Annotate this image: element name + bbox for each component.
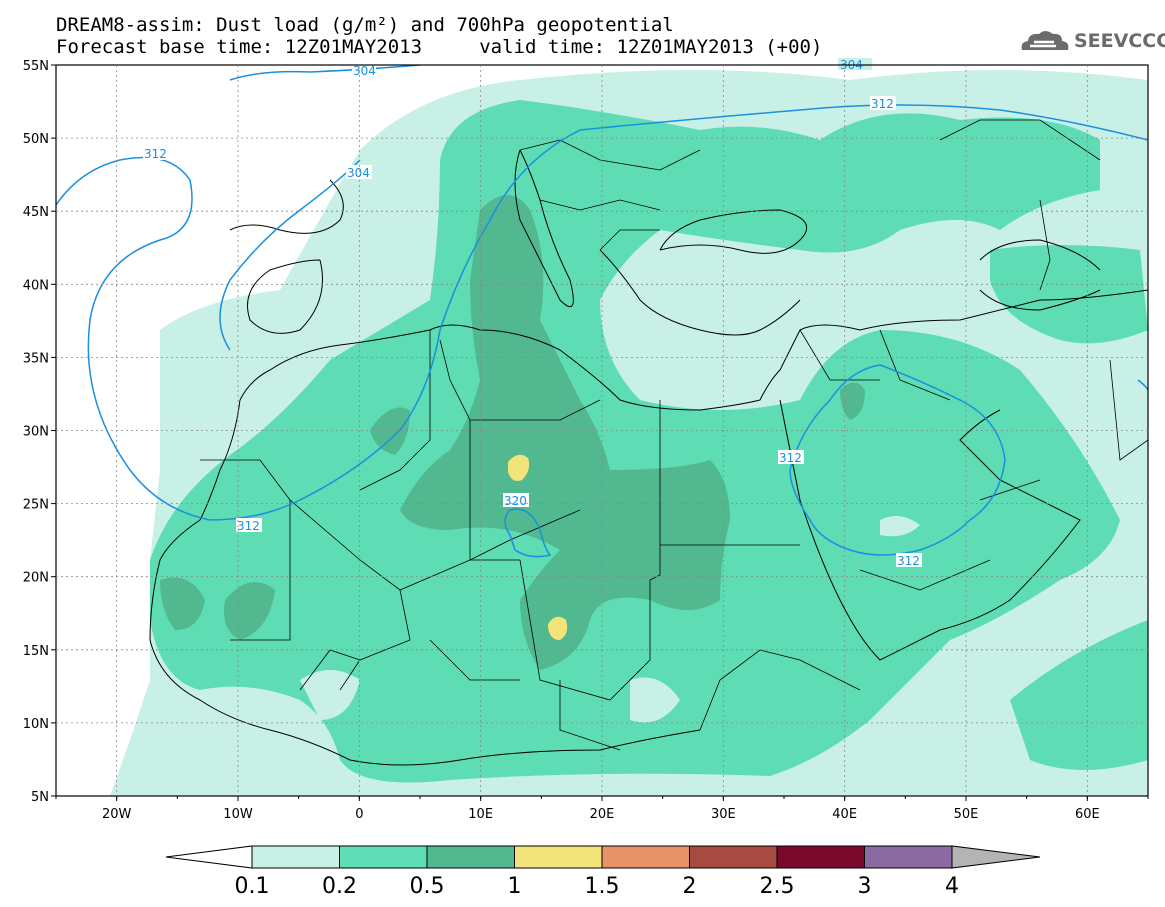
contour-label: 312 bbox=[237, 519, 260, 533]
colorbar-segment bbox=[601, 845, 690, 869]
contour-label: 304 bbox=[347, 166, 370, 180]
colorbar-segment bbox=[864, 845, 953, 869]
longitude-label: 40E bbox=[832, 807, 857, 822]
longitude-labels: 20W 10W 0 10E 20E 30E 40E 50E 60E bbox=[102, 807, 1100, 822]
map-title: DREAM8-assim: Dust load (g/m²) and 700hP… bbox=[56, 14, 674, 36]
colorbar-segment bbox=[339, 845, 428, 869]
longitude-label: 50E bbox=[954, 807, 979, 822]
forecast-time: Forecast base time: 12Z01MAY2013 valid t… bbox=[56, 36, 823, 58]
colorbar-segment bbox=[426, 845, 515, 869]
longitude-label: 10W bbox=[223, 807, 253, 822]
colorbar-tick-label: 3 bbox=[858, 874, 872, 899]
latitude-labels: 55N 50N 45N 40N 35N 30N 25N 20N 15N 10N 5N bbox=[23, 59, 49, 805]
dust-medium-area bbox=[150, 100, 1148, 783]
axis-ticks bbox=[51, 64, 1149, 801]
latitude-label: 25N bbox=[23, 498, 49, 513]
contour-label: 312 bbox=[871, 97, 894, 111]
latitude-label: 55N bbox=[23, 59, 49, 74]
longitude-label: 10E bbox=[468, 807, 493, 822]
contour-label: 312 bbox=[779, 451, 802, 465]
country-borders bbox=[200, 119, 1148, 751]
longitude-label: 20E bbox=[590, 807, 615, 822]
colorbar-tick-label: 1 bbox=[508, 874, 522, 899]
contour-label: 320 bbox=[504, 494, 527, 508]
latitude-label: 10N bbox=[23, 717, 49, 732]
logo-text: SEEVCCC bbox=[1074, 30, 1165, 52]
coastlines bbox=[149, 149, 1148, 766]
colorbar-segment bbox=[689, 845, 778, 869]
colorbar-tick-label: 2 bbox=[683, 874, 697, 899]
geopotential-contours bbox=[56, 65, 1148, 558]
latitude-label: 50N bbox=[23, 132, 49, 147]
latitude-label: 5N bbox=[31, 790, 49, 805]
colorbar-segment bbox=[514, 845, 603, 869]
colorbar-tick-label: 0.1 bbox=[235, 874, 270, 899]
graticule bbox=[56, 65, 1148, 796]
cloud-icon bbox=[1021, 31, 1069, 50]
longitude-label: 0 bbox=[355, 807, 363, 822]
colorbar-tick-label: 2.5 bbox=[760, 874, 795, 899]
longitude-label: 20W bbox=[102, 807, 132, 822]
colorbar-arrow-right bbox=[951, 845, 1041, 869]
colorbar-segment bbox=[776, 845, 865, 869]
latitude-label: 30N bbox=[23, 425, 49, 440]
latitude-label: 40N bbox=[23, 278, 49, 293]
latitude-label: 45N bbox=[23, 205, 49, 220]
latitude-label: 35N bbox=[23, 351, 49, 366]
latitude-label: 20N bbox=[23, 571, 49, 586]
contour-label: 312 bbox=[897, 554, 920, 568]
contour-label: 312 bbox=[144, 147, 167, 161]
colorbar-arrow-left bbox=[165, 845, 253, 869]
dust-high-area bbox=[508, 454, 568, 640]
colorbar-segment bbox=[251, 845, 340, 869]
colorbar-tick-label: 0.2 bbox=[322, 874, 357, 899]
latitude-label: 15N bbox=[23, 644, 49, 659]
colorbar-tick-label: 4 bbox=[945, 874, 959, 899]
colorbar-tick-label: 0.5 bbox=[410, 874, 445, 899]
longitude-label: 30E bbox=[711, 807, 736, 822]
colorbar: 0.1 0.2 0.5 1 1.5 2 2.5 3 4 bbox=[165, 845, 1041, 899]
colorbar-tick-label: 1.5 bbox=[585, 874, 620, 899]
dust-dark-area bbox=[160, 195, 865, 670]
longitude-label: 60E bbox=[1075, 807, 1100, 822]
contour-label: 304 bbox=[353, 64, 376, 78]
